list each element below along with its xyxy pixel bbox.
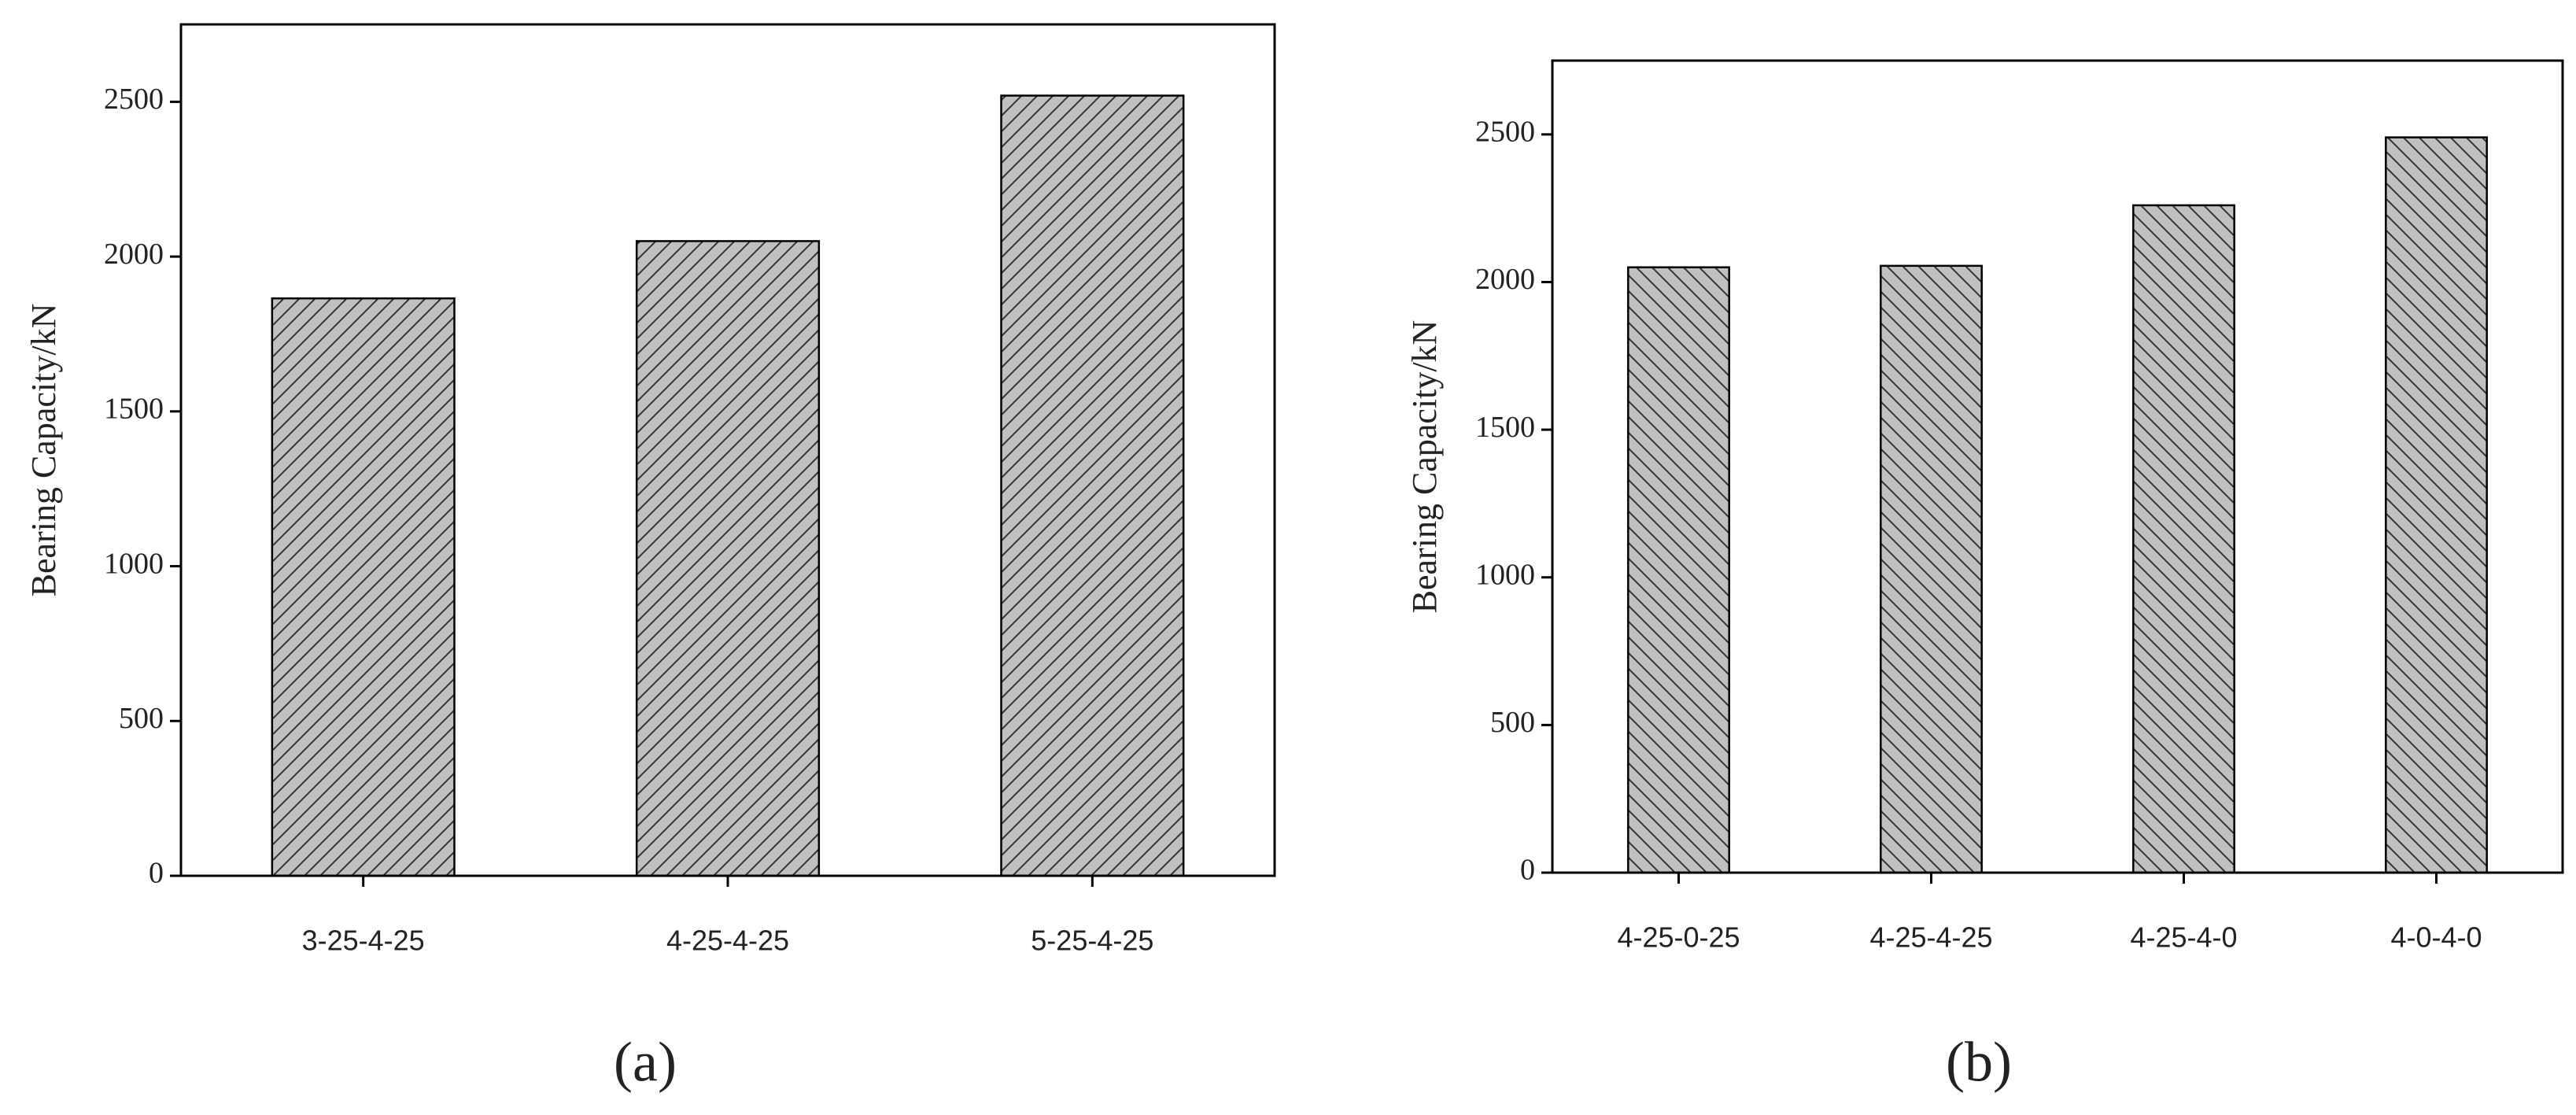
x-tick-label: 4-25-0-25 bbox=[1617, 921, 1740, 954]
y-tick-label: 2000 bbox=[104, 238, 164, 271]
bar bbox=[2132, 204, 2235, 874]
x-tick-label: 4-0-4-0 bbox=[2390, 921, 2482, 954]
y-tick-label: 0 bbox=[149, 857, 164, 890]
plot-frame bbox=[179, 23, 1276, 877]
x-tick-label: 4-25-4-25 bbox=[1869, 921, 1992, 954]
bar bbox=[635, 240, 821, 877]
y-tick-label: 1500 bbox=[1475, 411, 1535, 444]
y-axis-label: Bearing Capacity/kN bbox=[24, 304, 63, 597]
plot-frame bbox=[1551, 59, 2564, 874]
y-tick-label: 2500 bbox=[104, 83, 164, 116]
y-tick-label: 500 bbox=[1490, 706, 1535, 739]
x-tick-label: 4-25-4-25 bbox=[666, 925, 789, 957]
bar bbox=[2385, 136, 2488, 874]
caption: (b) bbox=[1946, 1031, 2012, 1094]
x-tick-label: 4-25-4-0 bbox=[2130, 921, 2237, 954]
y-tick-label: 1500 bbox=[104, 393, 164, 426]
y-tick-label: 1000 bbox=[104, 547, 164, 580]
caption: (a) bbox=[614, 1031, 677, 1094]
y-tick-label: 0 bbox=[1520, 854, 1535, 887]
y-tick-label: 1000 bbox=[1475, 558, 1535, 591]
bar bbox=[1627, 266, 1730, 874]
bar bbox=[271, 297, 456, 877]
y-tick-label: 500 bbox=[119, 702, 164, 735]
x-tick-label: 3-25-4-25 bbox=[302, 925, 425, 957]
y-tick-label: 2500 bbox=[1475, 116, 1535, 149]
y-tick-label: 2000 bbox=[1475, 263, 1535, 296]
y-axis-label: Bearing Capacity/kN bbox=[1405, 320, 1444, 614]
x-tick-label: 5-25-4-25 bbox=[1031, 925, 1153, 957]
bar bbox=[1000, 94, 1185, 877]
bar bbox=[1880, 264, 1983, 874]
